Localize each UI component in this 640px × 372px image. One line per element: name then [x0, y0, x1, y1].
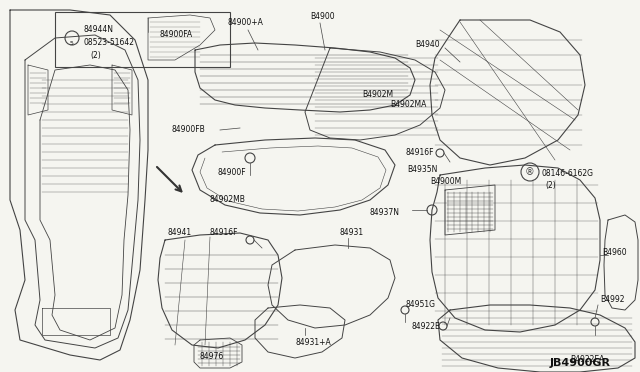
Text: 84902MB: 84902MB — [210, 195, 246, 204]
Text: 84900+A: 84900+A — [228, 18, 264, 27]
Text: 5: 5 — [70, 41, 74, 45]
Text: B4935N: B4935N — [407, 165, 437, 174]
Text: 84900F: 84900F — [218, 168, 246, 177]
Text: 08523-51642: 08523-51642 — [84, 38, 135, 47]
Text: 84931+A: 84931+A — [295, 338, 331, 347]
Text: 84900FB: 84900FB — [172, 125, 205, 134]
Text: 84922E: 84922E — [412, 322, 440, 331]
Text: JB4900GR: JB4900GR — [550, 358, 611, 368]
Text: 84941: 84941 — [168, 228, 192, 237]
Text: 84944N: 84944N — [84, 25, 114, 34]
Text: B4992: B4992 — [600, 295, 625, 304]
Text: B4940: B4940 — [415, 40, 440, 49]
Text: (2): (2) — [90, 51, 100, 60]
Text: 08146-6162G: 08146-6162G — [542, 169, 594, 178]
Text: 84900FA: 84900FA — [160, 30, 193, 39]
Text: 84937N: 84937N — [370, 208, 400, 217]
Text: 84951G: 84951G — [406, 300, 436, 309]
Text: B4900: B4900 — [310, 12, 335, 21]
Text: B4902M: B4902M — [362, 90, 393, 99]
Text: 84916F: 84916F — [210, 228, 239, 237]
Text: 84916F: 84916F — [405, 148, 433, 157]
Text: (2): (2) — [545, 181, 556, 190]
Text: B4902MA: B4902MA — [390, 100, 426, 109]
Text: B4922EA: B4922EA — [570, 355, 604, 364]
Text: ®: ® — [525, 167, 535, 177]
Bar — [55, 12, 230, 67]
Text: B4900M: B4900M — [430, 177, 461, 186]
Text: 84976: 84976 — [200, 352, 224, 361]
Text: B4960: B4960 — [602, 248, 627, 257]
Text: 84931: 84931 — [340, 228, 364, 237]
